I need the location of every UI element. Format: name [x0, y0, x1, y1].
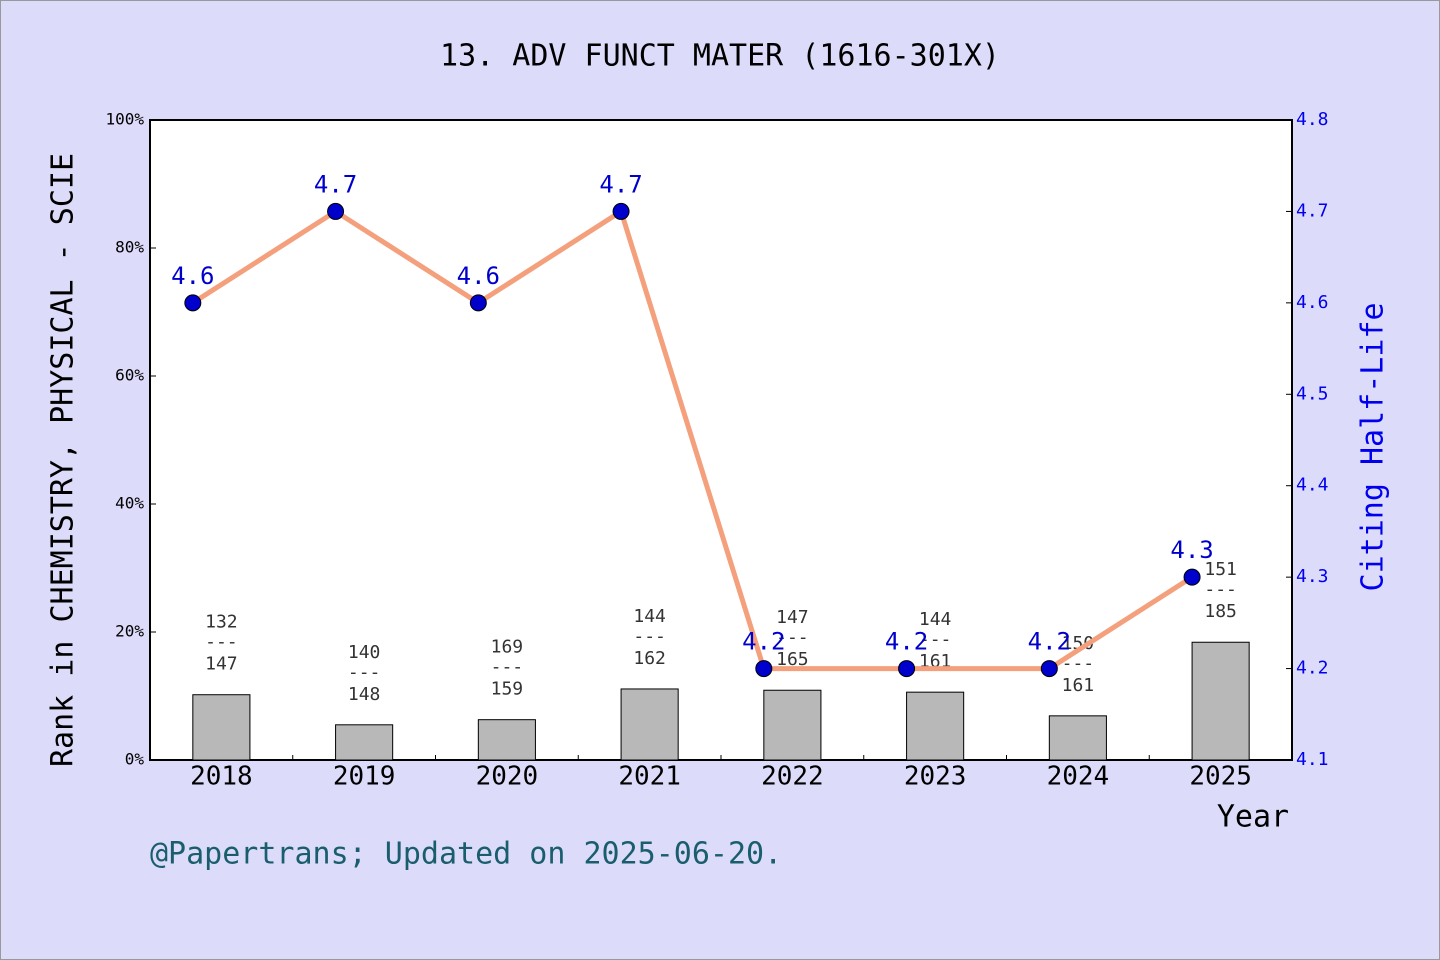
bar [477, 719, 536, 761]
rank-label: 144 [919, 609, 952, 630]
x-tick-label: 2024 [1047, 762, 1110, 792]
rank-separator: --- [1204, 579, 1237, 600]
y-axis-label: Rank in CHEMISTRY, PHYSICAL - SCIE [46, 153, 81, 767]
x-tick-label: 2022 [761, 762, 824, 792]
rank-label: 144 [633, 606, 666, 627]
rank-label: 147 [776, 607, 809, 628]
y-tick-label: 80% [115, 238, 144, 257]
data-label: 4.2 [742, 628, 785, 656]
rank-label: 169 [491, 637, 524, 658]
data-label: 4.7 [314, 170, 357, 198]
y-tick-label: 20% [115, 622, 144, 641]
point [469, 294, 487, 312]
line [191, 207, 1194, 672]
data-label: 4.3 [1170, 536, 1213, 564]
y2-tick-label: 4.8 [1296, 109, 1329, 130]
data-label: 4.6 [457, 262, 500, 290]
chart-title: 13. ADV FUNCT MATER (1616-301X) [440, 39, 1000, 74]
point [898, 660, 916, 678]
point [755, 660, 773, 678]
point [1183, 568, 1201, 586]
bar [192, 694, 251, 761]
total-label: 162 [633, 648, 666, 669]
rank-label: 132 [205, 612, 238, 633]
data-label: 4.7 [599, 170, 642, 198]
y2-tick-label: 4.5 [1296, 383, 1329, 404]
x-tick-label: 2019 [333, 762, 396, 792]
y2-tick-label: 4.1 [1296, 749, 1329, 770]
y2-tick-label: 4.7 [1296, 200, 1329, 221]
y2-tick-label: 4.3 [1296, 566, 1329, 587]
x-tick-label: 2020 [476, 762, 539, 792]
y-tick-label: 100% [105, 110, 144, 129]
y2-tick-label: 4.4 [1296, 475, 1329, 496]
bar [1191, 641, 1250, 761]
y2-tick-label: 4.2 [1296, 658, 1329, 679]
bar [335, 724, 394, 761]
x-tick-label: 2023 [904, 762, 967, 792]
point [184, 294, 202, 312]
total-label: 161 [1062, 675, 1095, 696]
y-tick-label: 0% [125, 750, 145, 769]
x-tick-label: 2018 [190, 762, 253, 792]
rank-separator: --- [491, 657, 524, 678]
bar [906, 691, 965, 761]
bar [763, 689, 822, 761]
total-label: 148 [348, 684, 381, 705]
point [1040, 660, 1058, 678]
y2-axis-label: Citing Half-Life [1356, 303, 1391, 592]
rank-label: 151 [1204, 559, 1237, 580]
rank-separator: --- [633, 626, 666, 647]
total-label: 147 [205, 654, 238, 675]
point [327, 202, 345, 220]
point [612, 202, 630, 220]
data-label: 4.2 [885, 628, 928, 656]
total-label: 159 [491, 679, 524, 700]
rank-label: 140 [348, 642, 381, 663]
bar [620, 688, 679, 761]
data-label: 4.6 [171, 262, 214, 290]
rank-separator: --- [776, 627, 809, 648]
y-tick-label: 40% [115, 494, 144, 513]
rank-separator: --- [919, 629, 952, 650]
rank-separator: --- [348, 662, 381, 683]
plot-area [149, 119, 1293, 761]
y-tick-label: 60% [115, 366, 144, 385]
rank-separator: --- [205, 632, 238, 653]
total-label: 185 [1204, 601, 1237, 622]
x-tick-label: 2025 [1189, 762, 1252, 792]
x-axis-label: Year [1217, 800, 1289, 835]
rank-label: 150 [1062, 633, 1095, 654]
bar [1048, 715, 1107, 761]
footer: @Papertrans; Updated on 2025-06-20. [150, 837, 782, 872]
total-label: 165 [776, 649, 809, 670]
data-label: 4.2 [1028, 628, 1071, 656]
x-tick-label: 2021 [618, 762, 681, 792]
y2-tick-label: 4.6 [1296, 292, 1329, 313]
